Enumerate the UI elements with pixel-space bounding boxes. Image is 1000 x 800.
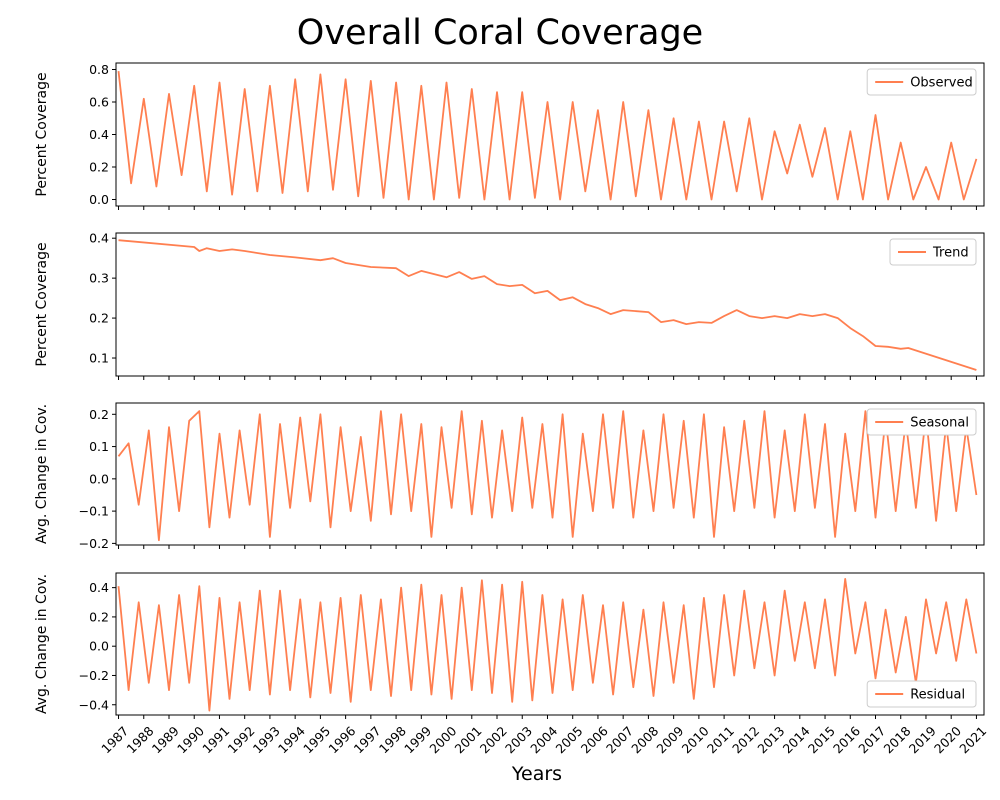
series-line-trend: [118, 239, 977, 371]
y-axis-label: Percent Coverage: [34, 72, 50, 196]
panel-seasonal: −0.2 −0.1 0.0 0.1 0.2 Avg. Change in Cov. Seas…: [34, 402, 985, 551]
series-line-observed: [117, 70, 978, 201]
x-tick-label: 1993: [250, 723, 283, 756]
x-tick-label: 2005: [553, 723, 586, 756]
legend-label: Observed: [910, 76, 973, 91]
legend: Trend: [889, 238, 977, 266]
axes-frame: [115, 402, 985, 546]
axes-frame: [115, 572, 985, 716]
y-tick-label: 0.0: [89, 639, 109, 654]
x-tick-label: 2010: [679, 723, 712, 756]
x-tick-label: 1998: [376, 723, 409, 756]
y-tick-label: −0.2: [79, 536, 109, 551]
x-tick-label: 2013: [754, 723, 787, 756]
legend: Seasonal: [866, 408, 977, 436]
x-tick-label: 2021: [956, 723, 989, 756]
y-tick-label: 0.6: [89, 95, 109, 110]
y-tick-label: 0.2: [89, 311, 109, 326]
x-tick-label: 2011: [704, 723, 737, 756]
y-tick-label: −0.4: [79, 697, 109, 712]
y-tick-label: 0.8: [89, 62, 109, 77]
x-tick-label: 2003: [502, 723, 535, 756]
x-tick-label: 2008: [628, 723, 661, 756]
legend-label: Residual: [910, 688, 965, 703]
y-tick-label: 0.4: [89, 231, 109, 246]
x-tick-label: 1999: [401, 723, 434, 756]
x-tick-label: 2015: [805, 723, 838, 756]
x-tick-label: 2012: [729, 723, 762, 756]
x-tick-label: 1997: [351, 723, 384, 756]
x-tick-label: 2002: [477, 723, 510, 756]
y-tick-label: 0.4: [89, 580, 109, 595]
y-tick-label: 0.0: [89, 471, 109, 486]
y-tick-label: 0.0: [89, 192, 109, 207]
y-tick-label: 0.4: [89, 127, 109, 142]
x-tick-label: 1988: [124, 723, 157, 756]
x-tick-label: 2018: [881, 723, 914, 756]
legend-label: Seasonal: [910, 416, 969, 431]
y-tick-label: −0.2: [79, 668, 109, 683]
y-tick-label: 0.1: [89, 439, 109, 454]
panel-trend: 0.1 0.2 0.3 0.4 Percent Coverage Trend: [34, 231, 985, 380]
x-tick-label: 1989: [149, 723, 182, 756]
panel-observed: 0.0 0.2 0.4 0.6 0.8 Percent Coverage Observed: [34, 62, 985, 210]
x-tick-label: 2014: [780, 723, 813, 756]
x-tick-label: 2017: [855, 723, 888, 756]
x-axis-label: Years: [511, 763, 562, 785]
x-tick-label: 2007: [603, 723, 636, 756]
x-tick-label: 1992: [224, 723, 257, 756]
x-tick-label: 2019: [906, 723, 939, 756]
y-tick-label: 0.2: [89, 407, 109, 422]
x-tick-label: 2016: [830, 723, 863, 756]
y-axis-label: Avg. Change in Cov.: [34, 574, 50, 714]
x-tick-label: 2009: [653, 723, 686, 756]
y-tick-label: 0.1: [89, 351, 109, 366]
x-tick-labels: 1987198819891990199119921993199419951996…: [98, 723, 989, 756]
axes-frame: [115, 62, 985, 207]
legend: Residual: [866, 680, 977, 708]
chart-title: Overall Coral Coverage: [297, 13, 703, 53]
x-tick-label: 2004: [527, 723, 560, 756]
x-tick-label: 2000: [426, 723, 459, 756]
panel-residual: −0.4 −0.2 0.0 0.2 0.4 Avg. Change in Cov. Resi…: [34, 572, 985, 719]
legend: Observed: [866, 68, 977, 96]
legend-label: Trend: [932, 246, 969, 261]
series-line-seasonal: [117, 410, 978, 542]
x-tick-label: 1996: [325, 723, 358, 756]
series-line-residual: [117, 578, 978, 712]
y-tick-label: 0.2: [89, 160, 109, 175]
x-tick-label: 1990: [174, 723, 207, 756]
y-tick-label: 0.2: [89, 609, 109, 624]
y-axis-label: Avg. Change in Cov.: [34, 404, 50, 544]
x-tick-label: 1994: [275, 723, 308, 756]
x-tick-label: 1987: [98, 723, 131, 756]
y-tick-label: 0.3: [89, 271, 109, 286]
x-tick-label: 2001: [452, 723, 485, 756]
y-axis-label: Percent Coverage: [34, 242, 50, 366]
y-tick-label: −0.1: [79, 504, 109, 519]
x-tick-label: 1995: [300, 723, 333, 756]
x-tick-label: 2006: [578, 723, 611, 756]
axes-frame: [115, 232, 985, 377]
x-tick-label: 2020: [931, 723, 964, 756]
x-tick-label: 1991: [199, 723, 232, 756]
